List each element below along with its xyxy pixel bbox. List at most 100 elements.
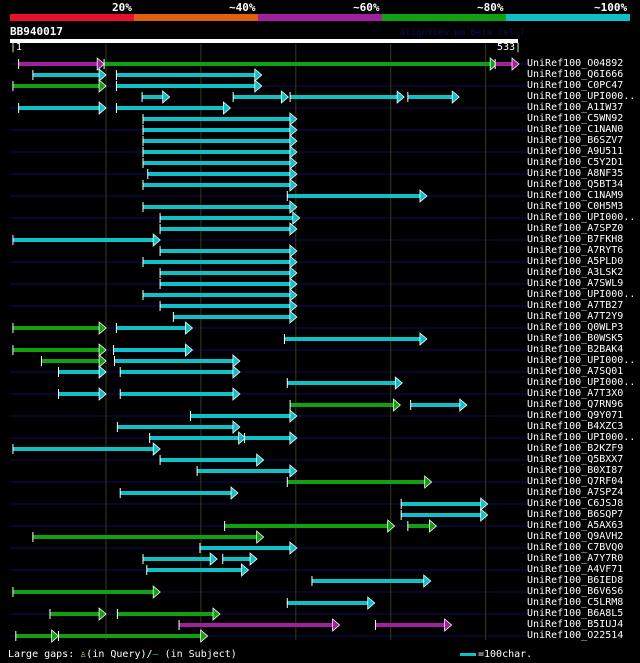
hit-name[interactable]: UniRef100_B0WSK5 (527, 333, 624, 344)
segment-arrow-icon (289, 310, 298, 324)
hit-name[interactable]: UniRef100_Q9AVH2 (527, 531, 624, 542)
alignment-segment (142, 128, 291, 132)
hit-name[interactable]: UniRef100_UPI000.. (527, 289, 636, 300)
hit-name[interactable]: UniRef100_C6JSJ8 (527, 498, 624, 509)
segment-arrow-icon (511, 57, 520, 71)
hit-name[interactable]: UniRef100_UPI000.. (527, 377, 636, 388)
hit-name[interactable]: UniRef100_B0XI87 (527, 465, 624, 476)
segment-arrow-icon (51, 629, 60, 643)
alignment-segment (142, 205, 291, 209)
alignment-segment (401, 502, 482, 506)
hit-name[interactable]: UniRef100_B2KZF9 (527, 443, 624, 454)
segment-arrow-icon (98, 387, 107, 401)
hit-name[interactable]: UniRef100_A7SWL9 (527, 278, 624, 289)
hit-name[interactable]: UniRef100_A5AX63 (527, 520, 624, 531)
hit-name[interactable]: UniRef100_C5LRM8 (527, 597, 624, 608)
alignment-segment (160, 282, 291, 286)
hit-name[interactable]: UniRef100_C1NAM9 (527, 190, 624, 201)
hit-name[interactable]: UniRef100_B6A8L5 (527, 608, 624, 619)
segment-arrow-icon (289, 288, 298, 302)
hit-name[interactable]: UniRef100_C0PC47 (527, 80, 624, 91)
hit-name[interactable]: UniRef100_A9U511 (527, 146, 624, 157)
alignment-segment (18, 106, 101, 110)
hit-name[interactable]: UniRef100_A7T3X0 (527, 388, 624, 399)
hit-name[interactable]: UniRef100_A7SPZ0 (527, 223, 624, 234)
row-stripe (10, 327, 530, 329)
query-id: BB940017 (10, 25, 63, 38)
hit-name[interactable]: UniRef100_B6IED8 (527, 575, 624, 586)
hit-name[interactable]: UniRef100_A7TB27 (527, 300, 624, 311)
hit-name[interactable]: UniRef100_C5Y2D1 (527, 157, 624, 168)
segment-arrow-icon (98, 79, 107, 93)
hit-name[interactable]: UniRef100_C5WN92 (527, 113, 624, 124)
hit-name[interactable]: UniRef100_C7BVQ0 (527, 542, 624, 553)
hit-name[interactable]: UniRef100_C0H5M3 (527, 201, 624, 212)
row-stripe (10, 239, 530, 241)
hit-name[interactable]: UniRef100_O04892 (527, 58, 624, 69)
hit-name[interactable]: UniRef100_B7FKH8 (527, 234, 624, 245)
segment-arrow-icon (424, 475, 433, 489)
gaps-legend: Large gaps: ♙(in Query)/– (in Subject) (8, 649, 237, 660)
segment-arrow-icon (292, 211, 301, 225)
alignment-segment (142, 183, 291, 187)
percent-label-80: ~80% (477, 1, 504, 14)
segment-arrow-icon (451, 90, 460, 104)
hit-name[interactable]: UniRef100_C1NAN0 (527, 124, 624, 135)
row-stripe (10, 195, 530, 197)
alignment-segment (12, 326, 101, 330)
hit-name[interactable]: UniRef100_UPI000.. (527, 91, 636, 102)
hit-name[interactable]: UniRef100_UPI000.. (527, 432, 636, 443)
hit-name[interactable]: UniRef100_O22514 (527, 630, 624, 641)
alignment-segment (197, 469, 291, 473)
hit-name[interactable]: UniRef100_Q7RN96 (527, 399, 624, 410)
hit-name[interactable]: UniRef100_UPI000.. (527, 212, 636, 223)
row-stripe (10, 503, 530, 505)
segment-arrow-icon (289, 178, 298, 192)
query-sequence-bar (10, 39, 518, 43)
hit-name[interactable]: UniRef100_A7T2Y9 (527, 311, 624, 322)
alignment-segment (142, 260, 291, 264)
segment-arrow-icon (289, 541, 298, 555)
hit-name[interactable]: UniRef100_A8NF35 (527, 168, 624, 179)
hit-name[interactable]: UniRef100_A3LSK2 (527, 267, 624, 278)
hit-name[interactable]: UniRef100_B2BAK4 (527, 344, 624, 355)
hit-name[interactable]: UniRef100_A4VF71 (527, 564, 624, 575)
segment-arrow-icon (162, 90, 171, 104)
segment-arrow-icon (256, 453, 265, 467)
hit-name[interactable]: UniRef100_Q0WLP3 (527, 322, 624, 333)
segment-arrow-icon (387, 519, 396, 533)
hit-name[interactable]: UniRef100_A7Y7R0 (527, 553, 624, 564)
segment-arrow-icon (289, 167, 298, 181)
hit-name[interactable]: UniRef100_B6SQP7 (527, 509, 624, 520)
hit-name[interactable]: UniRef100_Q7RF04 (527, 476, 624, 487)
alignment-segment (142, 95, 164, 99)
hit-name[interactable]: UniRef100_Q5BXX7 (527, 454, 624, 465)
segment-arrow-icon (280, 90, 289, 104)
row-stripe (10, 569, 530, 571)
alignment-segment (375, 623, 446, 627)
hit-name[interactable]: UniRef100_A7SPZ4 (527, 487, 624, 498)
hit-name[interactable]: UniRef100_UPI000.. (527, 355, 636, 366)
segment-arrow-icon (289, 244, 298, 258)
alignment-segment (120, 491, 233, 495)
row-stripe (10, 371, 530, 373)
hit-name[interactable]: UniRef100_A7RYT6 (527, 245, 624, 256)
alignment-segment (142, 150, 291, 154)
hit-name[interactable]: UniRef100_B5IUJ4 (527, 619, 624, 630)
segment-arrow-icon (289, 112, 298, 126)
hit-name[interactable]: UniRef100_A5PLD0 (527, 256, 624, 267)
alignment-segment (160, 216, 294, 220)
hit-name[interactable]: UniRef100_A1IW37 (527, 102, 624, 113)
hit-name[interactable]: UniRef100_Q5BT34 (527, 179, 624, 190)
query-gap-label: (in Query)/ (86, 649, 153, 660)
hit-name[interactable]: UniRef100_Q6I666 (527, 69, 624, 80)
hit-name[interactable]: UniRef100_B6V6S6 (527, 586, 624, 597)
hit-name[interactable]: UniRef100_B4XZC3 (527, 421, 624, 432)
hit-name[interactable]: UniRef100_A7SQ01 (527, 366, 624, 377)
hit-name[interactable]: UniRef100_B6SZV7 (527, 135, 624, 146)
alignment-segment (222, 557, 252, 561)
query-gap-icon: ♙ (80, 649, 87, 660)
hit-name[interactable]: UniRef100_Q9Y071 (527, 410, 624, 421)
segment-arrow-icon (96, 57, 105, 71)
alignment-segment (142, 117, 291, 121)
